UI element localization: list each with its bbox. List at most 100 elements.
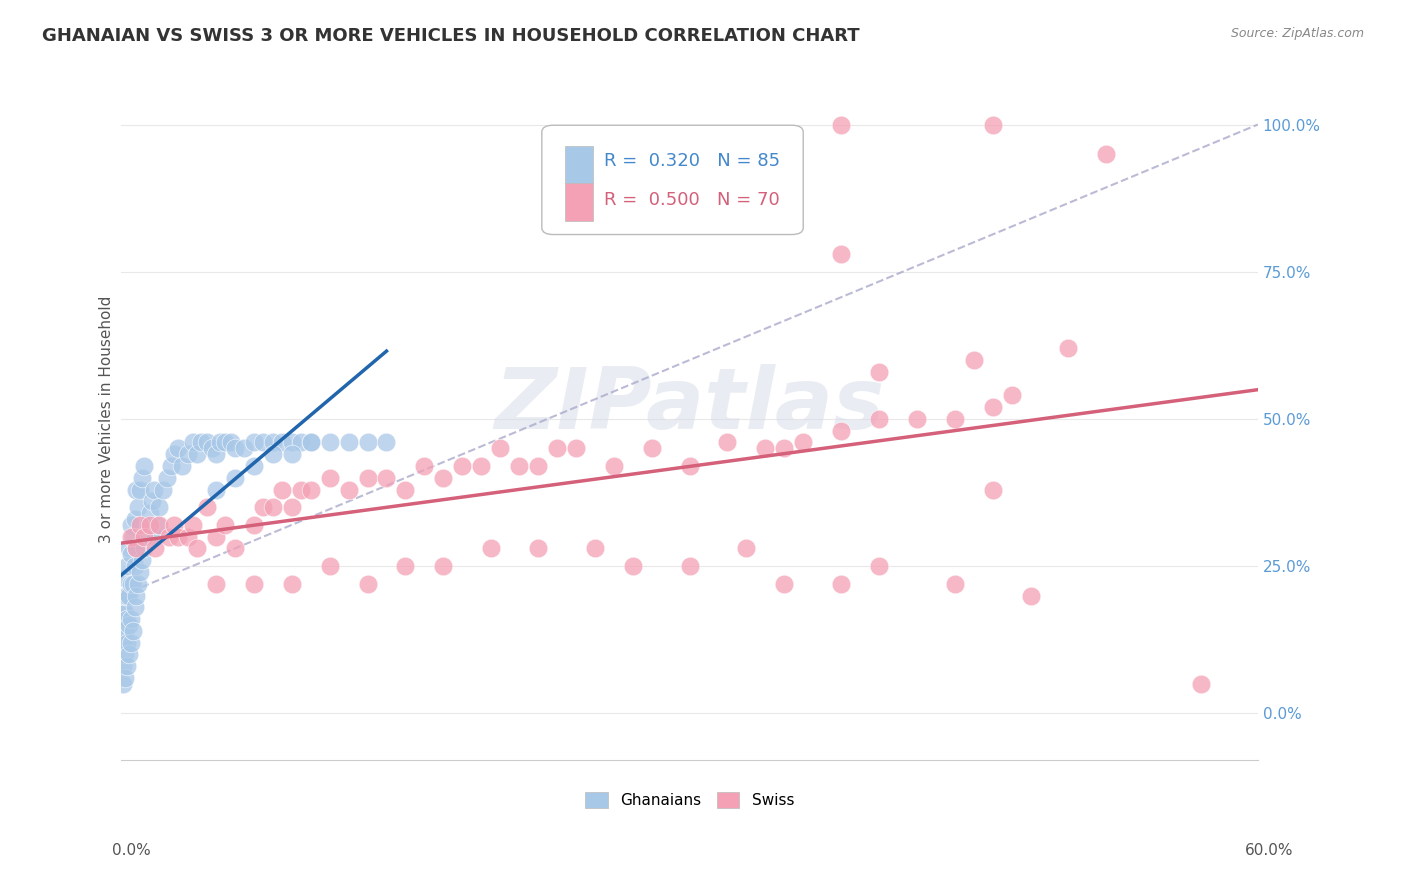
Point (120, 547, 142, 561)
Point (142, 483, 165, 497)
Point (1189, 677, 1212, 691)
Point (830, 247, 852, 261)
Point (135, 530, 157, 544)
Text: GHANAIAN VS SWISS 3 OR MORE VEHICLES IN HOUSEHOLD CORRELATION CHART: GHANAIAN VS SWISS 3 OR MORE VEHICLES IN … (42, 27, 860, 45)
Text: R =  0.320   N = 85: R = 0.320 N = 85 (605, 152, 780, 169)
FancyBboxPatch shape (565, 145, 593, 183)
Point (125, 483, 148, 497)
Point (1323, 341, 1346, 355)
Point (124, 559, 146, 574)
Point (299, 435, 322, 450)
Point (641, 442, 664, 456)
Point (262, 435, 284, 450)
Point (527, 458, 550, 473)
Point (678, 559, 700, 574)
Point (375, 471, 398, 485)
Point (121, 576, 143, 591)
Point (219, 435, 242, 450)
Point (337, 435, 360, 450)
Point (1095, 147, 1118, 161)
Point (148, 517, 170, 532)
Point (181, 517, 204, 532)
Point (129, 517, 152, 532)
Point (943, 412, 966, 426)
Point (115, 589, 138, 603)
Point (167, 442, 190, 456)
FancyBboxPatch shape (541, 125, 803, 235)
Point (190, 435, 212, 450)
Point (118, 589, 141, 603)
Text: Source: ZipAtlas.com: Source: ZipAtlas.com (1230, 27, 1364, 40)
Point (943, 576, 966, 591)
Point (735, 541, 758, 556)
Point (243, 458, 266, 473)
Point (754, 442, 776, 456)
Point (115, 635, 138, 649)
Point (1303, 483, 1326, 497)
Point (186, 541, 208, 556)
Point (131, 471, 153, 485)
Point (112, 677, 135, 691)
Point (214, 517, 236, 532)
Point (138, 506, 160, 520)
Point (252, 435, 274, 450)
Point (120, 612, 142, 626)
Point (145, 541, 167, 556)
Point (678, 458, 700, 473)
Point (773, 442, 796, 456)
Point (120, 635, 142, 649)
Point (112, 600, 135, 615)
Point (243, 517, 266, 532)
Point (146, 517, 169, 532)
Point (132, 541, 155, 556)
Point (262, 447, 284, 461)
Point (156, 471, 179, 485)
Point (262, 500, 284, 515)
Point (830, 576, 852, 591)
Point (290, 435, 312, 450)
Point (115, 659, 138, 673)
Point (1019, 589, 1042, 603)
Point (981, 118, 1004, 132)
Point (299, 483, 322, 497)
Point (394, 559, 416, 574)
Point (138, 517, 160, 532)
Point (157, 530, 180, 544)
Text: 60.0%: 60.0% (1246, 843, 1294, 858)
Point (905, 412, 928, 426)
Point (868, 365, 890, 379)
Point (112, 659, 135, 673)
Point (132, 458, 155, 473)
Point (868, 559, 890, 574)
Point (299, 435, 322, 450)
Point (114, 624, 136, 638)
Point (224, 541, 246, 556)
Point (356, 576, 378, 591)
Point (125, 589, 148, 603)
Point (112, 635, 135, 649)
Point (159, 458, 181, 473)
Point (163, 447, 186, 461)
Point (120, 530, 142, 544)
Point (356, 435, 378, 450)
Point (131, 553, 153, 567)
Text: 0.0%: 0.0% (112, 843, 152, 858)
Point (127, 576, 149, 591)
Point (112, 618, 135, 632)
Point (281, 447, 304, 461)
Point (120, 576, 142, 591)
Point (129, 483, 152, 497)
Point (432, 559, 454, 574)
Point (318, 559, 340, 574)
Point (118, 648, 141, 662)
Point (152, 483, 174, 497)
Point (114, 648, 136, 662)
Point (375, 435, 398, 450)
Point (114, 589, 136, 603)
Point (141, 494, 163, 508)
Point (125, 541, 148, 556)
Point (118, 618, 141, 632)
Point (176, 447, 198, 461)
Point (114, 671, 136, 685)
Point (716, 435, 738, 450)
